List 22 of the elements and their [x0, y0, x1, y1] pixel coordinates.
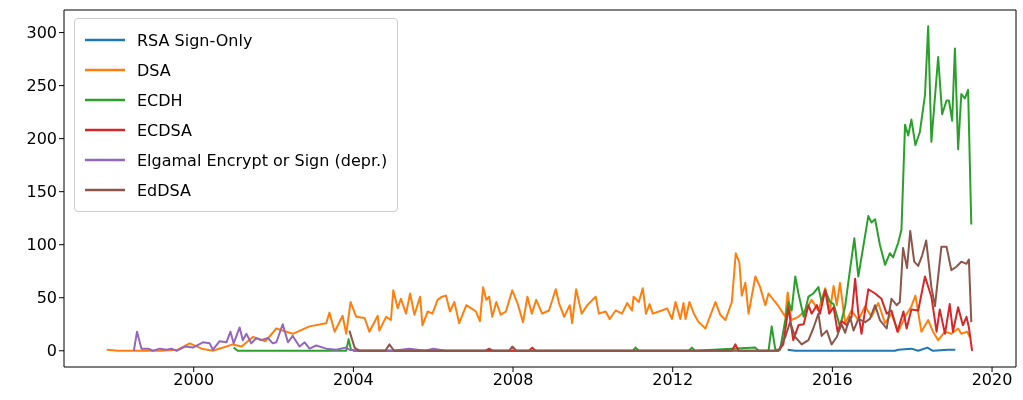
- x-tick-label: 2016: [812, 370, 853, 390]
- legend-label: RSA Sign-Only: [137, 30, 253, 50]
- y-tick-label: 300: [26, 23, 57, 43]
- y-tick-label: 200: [26, 129, 57, 149]
- y-tick-label: 0: [46, 341, 57, 361]
- legend-label: Elgamal Encrypt or Sign (depr.): [137, 150, 388, 170]
- y-tick-label: 250: [26, 76, 57, 96]
- legend-label: DSA: [137, 60, 171, 80]
- x-tick-label: 2008: [492, 370, 534, 390]
- y-tick-label: 100: [26, 235, 57, 255]
- line-series: [348, 229, 973, 352]
- y-tick-label: 150: [26, 182, 57, 202]
- y-tick-label: 50: [36, 288, 57, 308]
- legend-label: ECDSA: [137, 120, 192, 140]
- legend-label: ECDH: [137, 90, 183, 110]
- legend-label: EdDSA: [137, 180, 191, 200]
- x-tick-label: 2000: [173, 370, 215, 390]
- line-series: [105, 252, 971, 352]
- x-tick-label: 2020: [971, 370, 1013, 390]
- x-tick-label: 2004: [333, 370, 374, 390]
- x-tick-label: 2012: [652, 370, 694, 390]
- line-series: [132, 323, 447, 352]
